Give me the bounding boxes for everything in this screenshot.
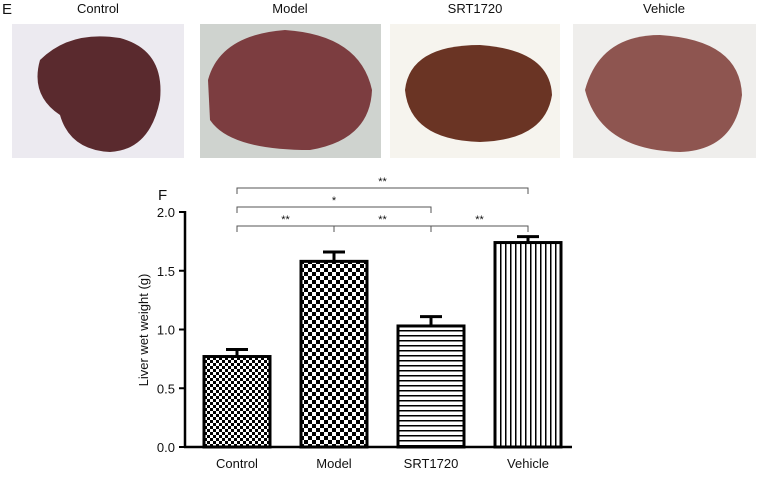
panel-label: E — [2, 1, 12, 18]
photo — [573, 24, 756, 158]
panel-label: F — [158, 187, 167, 204]
photo-label: Control — [77, 1, 119, 16]
significance-bracket — [430, 225, 529, 232]
significance-bracket — [333, 225, 432, 232]
photo — [200, 24, 381, 158]
photo — [390, 24, 560, 158]
significance-label: ** — [475, 214, 484, 226]
y-tick-label: 1.0 — [157, 323, 175, 338]
x-tick-label: Vehicle — [507, 456, 549, 471]
x-tick-label: SRT1720 — [404, 456, 459, 471]
significance-label: * — [332, 195, 337, 207]
significance-bracket — [236, 187, 529, 194]
bar — [299, 259, 369, 449]
y-tick-label: 2.0 — [157, 205, 175, 220]
significance-label: ** — [281, 214, 290, 226]
significance-bracket — [236, 206, 432, 213]
y-tick-label: 0.5 — [157, 381, 175, 396]
photo-label: SRT1720 — [448, 1, 503, 16]
photo — [12, 24, 184, 158]
bar — [396, 324, 466, 449]
y-tick-label: 1.5 — [157, 264, 175, 279]
y-axis-label: Liver wet weight (g) — [136, 274, 151, 387]
x-tick-label: Control — [216, 456, 258, 471]
bar — [202, 355, 272, 449]
photo-label: Model — [272, 1, 308, 16]
significance-label: ** — [378, 214, 387, 226]
significance-label: ** — [378, 176, 387, 188]
photo-label: Vehicle — [643, 1, 685, 16]
x-tick-label: Model — [316, 456, 352, 471]
significance-bracket — [236, 225, 335, 232]
y-tick-label: 0.0 — [157, 440, 175, 455]
bar — [493, 241, 563, 449]
